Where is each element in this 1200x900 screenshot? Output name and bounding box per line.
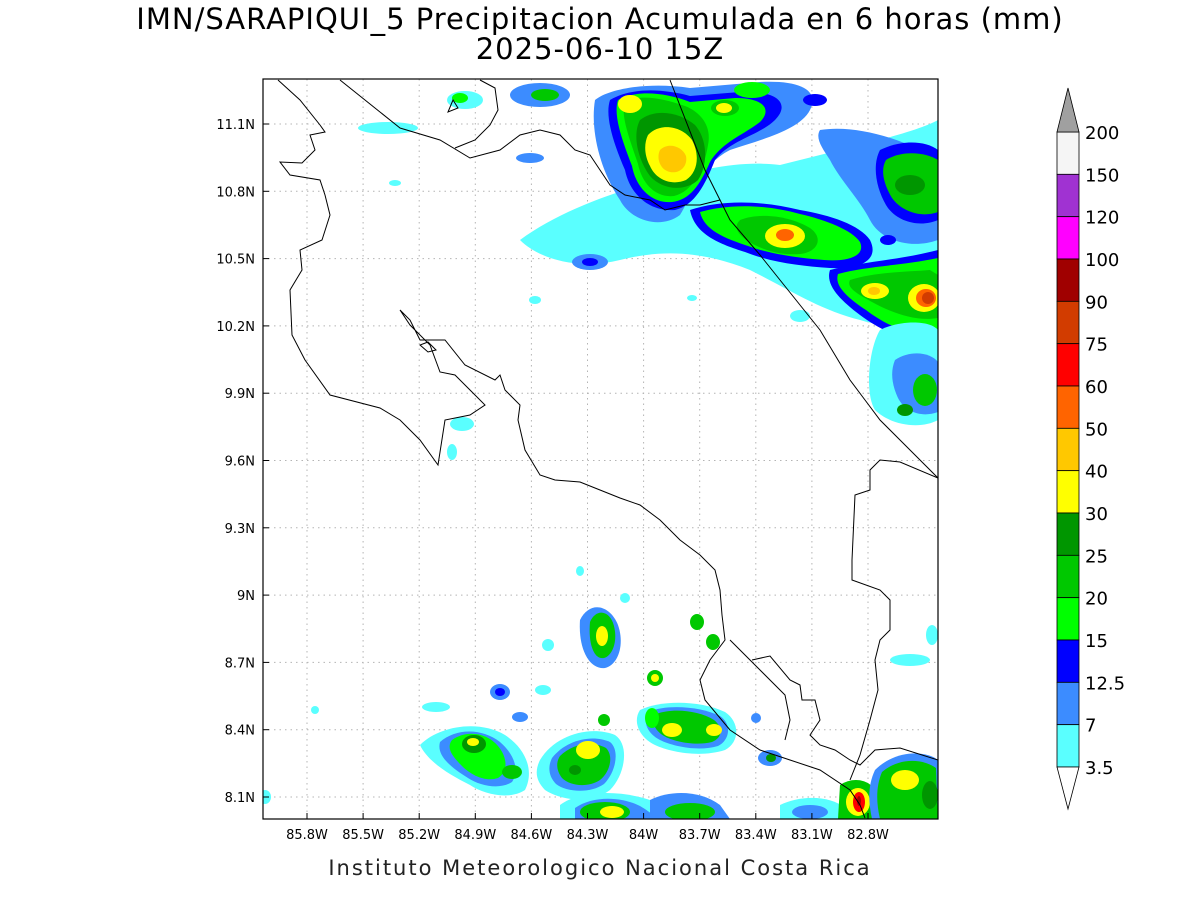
lat-tick-label: 9.9N bbox=[225, 387, 255, 402]
latitude-axis: 11.1N 10.8N 10.5N 10.2N 9.9N 9.6N 9.3N 9N 8.7N 8.… bbox=[216, 118, 269, 806]
colorbar-swatch bbox=[1056, 681, 1080, 726]
colorbar-swatch bbox=[1056, 554, 1080, 599]
map-frame bbox=[262, 78, 939, 820]
colorbar-bottom-arrow bbox=[1056, 766, 1080, 811]
lat-tick-label: 9N bbox=[237, 589, 255, 604]
colorbar-swatch bbox=[1056, 512, 1080, 556]
colorbar-level-label: 75 bbox=[1085, 335, 1108, 356]
rain-band-east bbox=[690, 128, 938, 426]
colorbar-level-label: 20 bbox=[1085, 589, 1108, 610]
footer-credit: Instituto Meteorologico Nacional Costa R… bbox=[328, 856, 872, 880]
colorbar-top-arrow bbox=[1056, 87, 1080, 133]
lat-tick-label: 11.1N bbox=[216, 118, 255, 133]
colorbar-level-label: 12.5 bbox=[1085, 673, 1125, 694]
colorbar-level-label: 25 bbox=[1085, 546, 1108, 567]
colorbar-level-label: 40 bbox=[1085, 462, 1108, 483]
colorbar-level-label: 150 bbox=[1085, 165, 1119, 186]
lon-tick-label: 84W bbox=[629, 828, 659, 843]
lat-tick-label: 10.5N bbox=[216, 253, 255, 268]
colorbar-swatch bbox=[1056, 470, 1080, 514]
longitude-axis: 85.8W 85.5W 85.2W 84.9W 84.6W 84.3W 84W 83.7W 83… bbox=[286, 813, 889, 843]
lon-tick-label: 83.1W bbox=[791, 828, 833, 843]
colorbar-level-label: 50 bbox=[1085, 419, 1108, 440]
lon-tick-label: 82.8W bbox=[847, 828, 889, 843]
rain-cluster-south bbox=[420, 607, 938, 819]
colorbar-swatch bbox=[1056, 597, 1080, 641]
lon-tick-label: 85.5W bbox=[342, 828, 384, 843]
colorbar-level-label: 120 bbox=[1085, 208, 1119, 229]
colorbar-swatch bbox=[1056, 131, 1080, 175]
lon-tick-label: 85.8W bbox=[286, 828, 328, 843]
map-title: IMN/SARAPIQUI_5 Precipitacion Acumulada … bbox=[136, 2, 1064, 36]
colorbar-swatch bbox=[1056, 173, 1080, 218]
lat-tick-label: 8.4N bbox=[225, 724, 255, 739]
lat-tick-label: 9.6N bbox=[225, 455, 255, 470]
lat-tick-label: 10.2N bbox=[216, 320, 255, 335]
colorbar-swatch bbox=[1056, 724, 1080, 768]
coastlines-and-borders bbox=[277, 79, 938, 819]
colorbar-level-label: 200 bbox=[1085, 123, 1119, 144]
colorbar-swatch bbox=[1056, 427, 1080, 472]
colorbar-level-label: 90 bbox=[1085, 292, 1108, 313]
lat-tick-label: 8.7N bbox=[225, 656, 255, 671]
colorbar-level-label: 7 bbox=[1085, 716, 1096, 737]
colorbar-swatch bbox=[1056, 639, 1080, 683]
colorbar-swatch bbox=[1056, 258, 1080, 302]
lon-tick-label: 83.7W bbox=[679, 828, 721, 843]
colorbar-swatch bbox=[1056, 343, 1080, 387]
precipitation-colorbar: 200 150 120 100 90 75 60 50 40 30 25 20 15 12.5 7 3.5 bbox=[1056, 87, 1125, 811]
lat-tick-label: 9.3N bbox=[225, 522, 255, 537]
lon-tick-label: 84.9W bbox=[454, 828, 496, 843]
map-valid-time: 2025-06-10 15Z bbox=[475, 32, 725, 66]
precipitation-field bbox=[263, 81, 938, 819]
lon-tick-label: 83.4W bbox=[735, 828, 777, 843]
colorbar-swatch bbox=[1056, 385, 1080, 429]
rain-cells-central bbox=[263, 180, 938, 804]
lon-tick-label: 85.2W bbox=[398, 828, 440, 843]
colorbar-level-label: 3.5 bbox=[1085, 758, 1114, 779]
lon-tick-label: 84.3W bbox=[567, 828, 609, 843]
map-gridlines bbox=[263, 79, 938, 819]
colorbar-swatch bbox=[1056, 216, 1080, 260]
colorbar-swatch bbox=[1056, 300, 1080, 345]
lat-tick-label: 8.1N bbox=[225, 791, 255, 806]
lat-tick-label: 10.8N bbox=[216, 185, 255, 200]
colorbar-level-label: 15 bbox=[1085, 631, 1108, 652]
lon-tick-label: 84.6W bbox=[510, 828, 552, 843]
colorbar-level-label: 100 bbox=[1085, 250, 1119, 271]
colorbar-level-label: 30 bbox=[1085, 504, 1108, 525]
colorbar-level-label: 60 bbox=[1085, 377, 1108, 398]
